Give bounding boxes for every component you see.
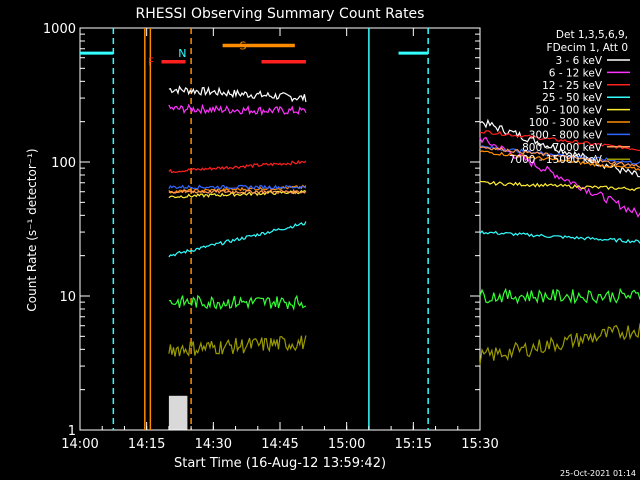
x-tick-label-1: 14:15 xyxy=(128,437,165,452)
legend-entry-4: 50 - 100 keV xyxy=(535,105,602,117)
green-band-segment-0 xyxy=(168,294,307,311)
series-6-segment-1 xyxy=(479,145,640,165)
legend-header-0: Det 1,3,5,6,9, xyxy=(556,29,628,41)
x-tick-label-0: 14:00 xyxy=(61,437,98,452)
series-8-segment-1 xyxy=(479,323,640,366)
x-tick-label-3: 14:45 xyxy=(261,437,298,452)
series-1-segment-0 xyxy=(168,103,307,117)
legend-entry-5: 100 - 300 keV xyxy=(529,117,603,129)
x-tick-label-6: 15:30 xyxy=(461,437,498,452)
x-axis-label: Start Time (16-Aug-12 13:59:42) xyxy=(174,456,386,471)
legend-entry-3: 25 - 50 keV xyxy=(542,92,603,104)
x-axis: 14:00 14:15 14:30 14:45 15:00 15:15 15:30 xyxy=(61,28,499,452)
y-tick-label-1: 10 xyxy=(59,290,76,305)
legend-header-1: FDecim 1, Att 0 xyxy=(547,42,628,54)
y-tick-label-2: 100 xyxy=(51,156,76,171)
x-tick-label-4: 15:00 xyxy=(328,437,365,452)
legend-entry-2: 12 - 25 keV xyxy=(542,80,603,92)
legend-entry-8: 7000 - 15000 keV xyxy=(509,154,603,166)
series-3-segment-0 xyxy=(168,221,307,258)
series-3-segment-1 xyxy=(479,230,640,244)
series-0-segment-1 xyxy=(479,118,640,178)
chart-title: RHESSI Observing Summary Count Rates xyxy=(136,6,425,22)
x-tick-label-5: 15:15 xyxy=(395,437,432,452)
legend-entry-0: 3 - 6 keV xyxy=(555,55,602,67)
legend-entry-6: 300 - 800 keV xyxy=(529,129,603,141)
flare-flag-label: F xyxy=(148,56,154,69)
series-layer: F S N xyxy=(80,28,640,430)
series-7-segment-0 xyxy=(168,188,307,195)
series-8-segment-0 xyxy=(168,335,307,357)
x-tick-label-2: 14:30 xyxy=(195,437,232,452)
legend-entry-1: 6 - 12 keV xyxy=(549,67,603,79)
legend-entry-7: 800 - 7000 keV xyxy=(522,142,603,154)
y-tick-label-3: 1000 xyxy=(43,22,76,37)
series-2-segment-0 xyxy=(168,159,307,174)
series-5-segment-1 xyxy=(479,150,640,171)
series-7-segment-1 xyxy=(479,146,640,168)
y-axis: 1 10 100 1000 xyxy=(43,22,480,439)
legend: Det 1,3,5,6,9,FDecim 1, Att 03 - 6 keV6 … xyxy=(509,29,630,166)
series-0-segment-0 xyxy=(168,85,307,103)
ingress-dropout xyxy=(168,395,188,430)
y-tick-label-0: 1 xyxy=(68,424,76,439)
saa-flag-label: S xyxy=(240,40,247,53)
series-6-segment-0 xyxy=(168,184,307,190)
y-axis-label: Count Rate (s⁻¹ detector⁻¹) xyxy=(25,148,39,311)
green-band-segment-1 xyxy=(479,287,640,305)
series-2-segment-1 xyxy=(479,130,640,152)
series-4-segment-1 xyxy=(479,180,640,192)
timestamp: 25-Oct-2021 01:14 xyxy=(560,469,636,478)
night-flag-label: N xyxy=(178,47,186,60)
